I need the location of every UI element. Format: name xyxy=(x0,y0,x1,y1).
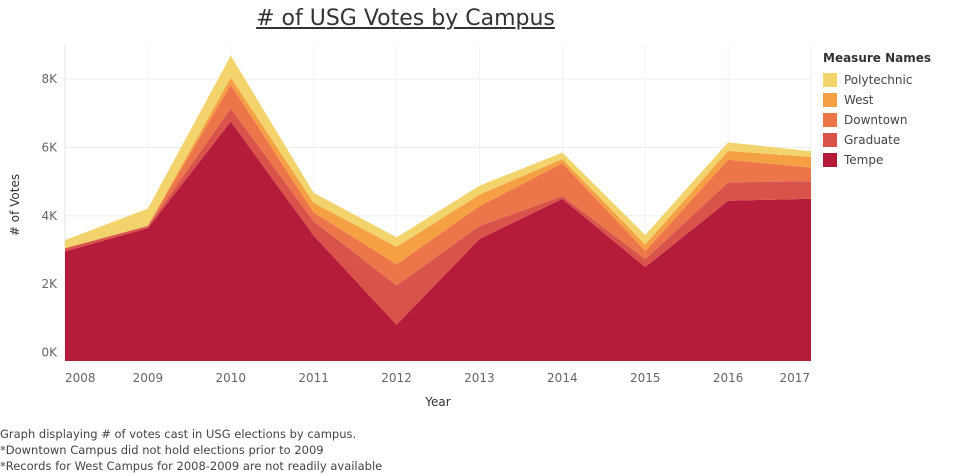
legend-item-west[interactable]: West xyxy=(823,90,931,110)
legend-swatch xyxy=(823,133,837,147)
area-west xyxy=(65,77,811,265)
footnote-description: Graph displaying # of votes cast in USG … xyxy=(0,427,357,441)
y-tick-label: 2K xyxy=(41,277,58,291)
legend-item-polytechnic[interactable]: Polytechnic xyxy=(823,70,931,90)
area-graduate xyxy=(65,108,811,325)
y-tick-label: 8K xyxy=(41,72,58,86)
x-tick-label: 2013 xyxy=(464,371,495,385)
x-tick-label: 2010 xyxy=(216,371,247,385)
legend-title: Measure Names xyxy=(823,51,932,65)
x-tick-label: 2009 xyxy=(133,371,164,385)
x-tick-label: 2015 xyxy=(630,371,661,385)
legend-item-tempe[interactable]: Tempe xyxy=(823,150,931,170)
legend-label: Polytechnic xyxy=(844,73,913,87)
legend-swatch xyxy=(823,73,837,87)
y-axis-label: # of Votes xyxy=(8,174,22,236)
footnotes: Graph displaying # of votes cast in USG … xyxy=(0,426,382,474)
legend-label: West xyxy=(844,93,874,107)
legend-swatch xyxy=(823,153,837,167)
area-polytechnic xyxy=(65,55,811,249)
x-tick-label: 2014 xyxy=(547,371,578,385)
legend-label: Downtown xyxy=(844,113,908,127)
x-tick-label: 2017 xyxy=(779,371,810,385)
legend-item-graduate[interactable]: Graduate xyxy=(823,130,931,150)
footnote-downtown: *Downtown Campus did not hold elections … xyxy=(0,443,324,457)
y-axis-ticks: 0K 2K 4K 6K 8K xyxy=(41,72,58,359)
legend-label: Graduate xyxy=(844,133,901,147)
x-tick-label: 2008 xyxy=(65,371,96,385)
legend: Measure Names Polytechnic West Downtown Gra… xyxy=(823,51,931,170)
x-axis-label: Year xyxy=(424,395,450,409)
y-tick-label: 4K xyxy=(41,209,58,223)
x-axis-ticks: 2008 2009 2010 2011 2012 2013 2014 2015 2016 2017 xyxy=(65,371,810,385)
x-tick-label: 2016 xyxy=(713,371,744,385)
area-downtown xyxy=(65,84,811,286)
footnote-west: *Records for West Campus for 2008-2009 a… xyxy=(0,459,383,473)
x-tick-label: 2011 xyxy=(298,371,329,385)
legend-swatch xyxy=(823,113,837,127)
y-tick-label: 6K xyxy=(41,140,58,154)
legend-items: Polytechnic West Downtown Graduate Tempe xyxy=(823,70,931,170)
area-layers xyxy=(65,55,811,361)
y-tick-label: 0K xyxy=(41,345,58,359)
legend-label: Tempe xyxy=(844,153,884,167)
legend-swatch xyxy=(823,93,837,107)
legend-item-downtown[interactable]: Downtown xyxy=(823,110,931,130)
area-tempe xyxy=(65,121,811,361)
chart-title: # of USG Votes by Campus xyxy=(256,6,555,31)
x-tick-label: 2012 xyxy=(381,371,412,385)
